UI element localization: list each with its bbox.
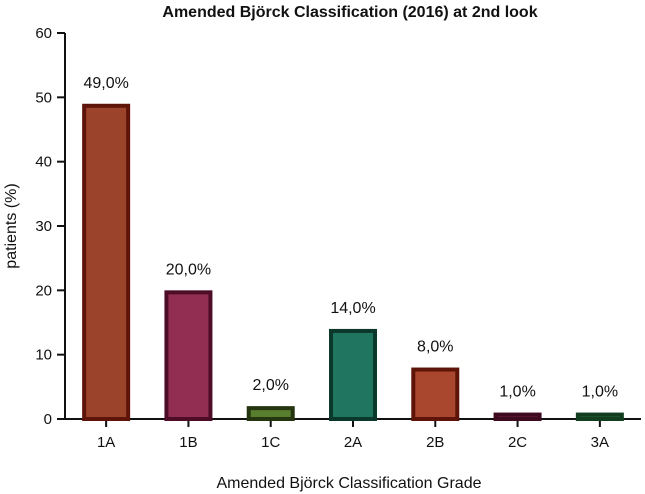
x-tick-label: 1C [261, 434, 280, 451]
x-axis-title: Amended Björck Classification Grade [216, 475, 481, 492]
bars [82, 103, 624, 422]
x-tick-label: 2A [344, 434, 362, 451]
x-tick-label: 1A [97, 434, 115, 451]
x-tick-label: 2C [508, 434, 527, 451]
data-labels: 49,0% 20,0% 2,0% 14,0% 8,0% 1,0% 1,0% [83, 75, 618, 401]
x-axis: 1A 1B 1C 2A 2B 2C 3A [65, 418, 641, 451]
bar-3a [575, 412, 624, 422]
y-tick-label: 50 [35, 89, 52, 106]
y-tick-label: 0 [44, 411, 52, 428]
x-tick-label: 1B [179, 434, 197, 451]
y-tick-label: 40 [35, 154, 52, 171]
y-axis: 0 10 20 30 40 50 60 [35, 25, 66, 428]
y-tick-label: 60 [35, 25, 52, 42]
y-axis-title: patients (%) [3, 183, 20, 268]
bar-1a [82, 103, 131, 422]
x-tick-label: 3A [591, 434, 609, 451]
data-label-1a: 49,0% [83, 75, 128, 92]
data-label-1b: 20,0% [166, 261, 211, 278]
data-label-1c: 2,0% [252, 377, 288, 394]
data-label-3a: 1,0% [582, 384, 618, 401]
y-tick-label: 30 [35, 218, 52, 235]
bar-2c [493, 412, 542, 422]
y-tick-label: 20 [35, 282, 52, 299]
bar-1b [164, 290, 213, 422]
data-label-2c: 1,0% [499, 384, 535, 401]
chart-title: Amended Björck Classification (2016) at … [162, 4, 537, 21]
bar-2b [411, 367, 460, 421]
y-tick-label: 10 [35, 347, 52, 364]
bar-2a [329, 328, 377, 421]
data-label-2a: 14,0% [330, 300, 375, 317]
bar-1c [246, 406, 295, 421]
x-tick-label: 2B [426, 434, 444, 451]
data-label-2b: 8,0% [417, 339, 453, 356]
